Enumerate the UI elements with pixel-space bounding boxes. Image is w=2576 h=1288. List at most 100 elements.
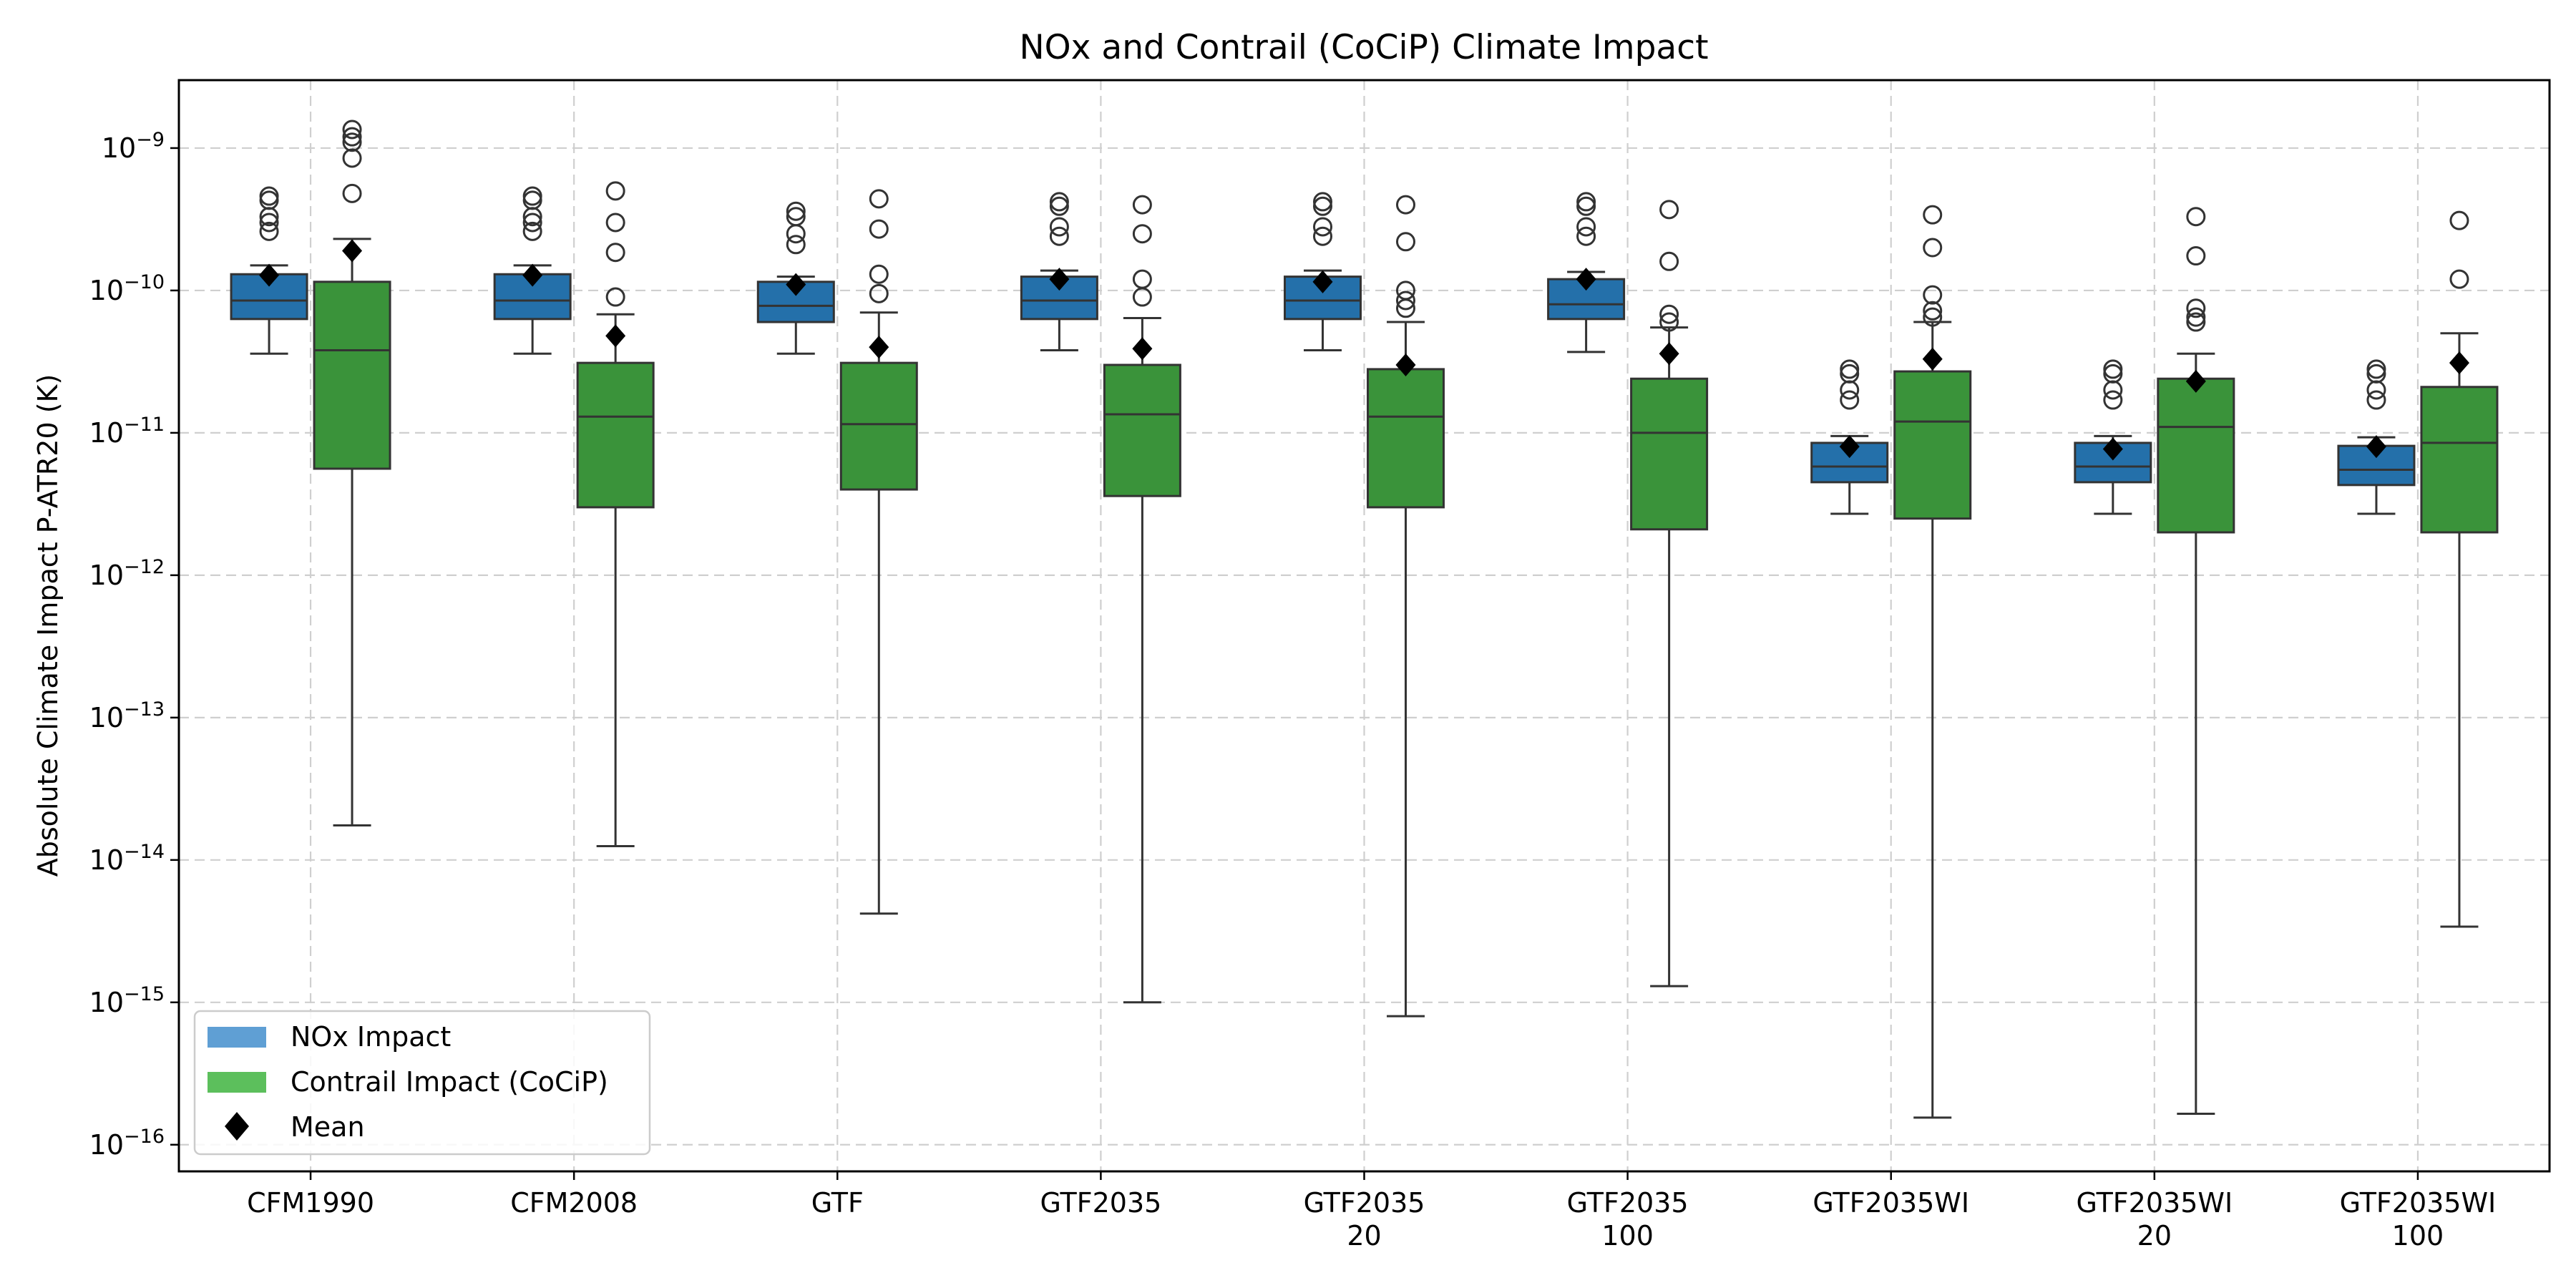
mean-marker [605, 324, 626, 348]
y-tick-label: 10−15 [89, 983, 165, 1018]
outlier-point [1313, 196, 1332, 216]
outlier-point [605, 213, 625, 233]
x-tick-label: GTF2035WI [1813, 1187, 1969, 1219]
box-group [1103, 195, 1181, 1004]
outlier-point [259, 221, 279, 241]
y-tick-label-base: 10 [89, 417, 124, 449]
y-tick-label-base: 10 [89, 987, 124, 1018]
x-tick-label: GTF2035 [1304, 1187, 1425, 1219]
legend: NOx Impact Contrail Impact (CoCiP) Mean [193, 1010, 651, 1156]
mean-marker [869, 336, 889, 359]
x-tick-label: CFM1990 [247, 1187, 374, 1219]
box-group [1810, 359, 1889, 515]
legend-label-contrail: Contrail Impact (CoCiP) [291, 1066, 608, 1098]
outlier-point [2366, 359, 2386, 379]
y-tick-label-base: 10 [89, 702, 124, 733]
box-group [1020, 192, 1098, 352]
outlier-point [259, 186, 279, 206]
outlier-point [1923, 238, 1943, 258]
box-group [1547, 192, 1626, 353]
outlier-point [1313, 226, 1332, 246]
outlier-point [259, 213, 279, 233]
y-tick-label-base: 10 [89, 275, 124, 306]
y-tick-label-exponent: −15 [124, 983, 165, 1005]
mean-marker [1312, 270, 1333, 293]
outlier-point [1132, 224, 1152, 244]
outlier-point [786, 207, 806, 227]
box-group [1367, 195, 1445, 1018]
box [1103, 364, 1181, 497]
box-plot-layer [230, 119, 2499, 1119]
y-axis-label: Absolute Climate Impact P-ATR20 (K) [32, 374, 64, 877]
outlier-point [1923, 301, 1943, 321]
mean-marker [522, 263, 543, 287]
outlier-point [869, 189, 889, 209]
mean-marker [1659, 342, 1679, 366]
x-tick-label: GTF2035 [1040, 1187, 1161, 1219]
x-tick-label: 20 [2137, 1220, 2172, 1252]
outlier-point [1049, 192, 1069, 212]
legend-label-nox: NOx Impact [291, 1021, 451, 1053]
outlier-point [869, 283, 889, 303]
y-tick-label-exponent: −11 [124, 414, 165, 436]
outlier-point [2366, 380, 2386, 400]
outlier-point [1659, 200, 1679, 220]
box [1367, 368, 1445, 509]
outlier-point [2366, 390, 2386, 410]
outlier-point [1840, 359, 1860, 379]
outlier-point [605, 287, 625, 307]
mean-marker [1839, 435, 1860, 459]
y-tick-label-exponent: −16 [124, 1126, 165, 1148]
box-group [2337, 359, 2416, 515]
box [1893, 370, 1972, 520]
legend-swatch-nox [208, 1027, 266, 1048]
outlier-point [2103, 390, 2123, 410]
legend-label-mean: Mean [291, 1111, 365, 1143]
mean-marker [2102, 437, 2123, 461]
box [2157, 377, 2235, 534]
outlier-point [2103, 359, 2123, 379]
mean-marker [1049, 268, 1070, 291]
outlier-point [342, 127, 362, 147]
x-tick-label: GTF2035 [1567, 1187, 1689, 1219]
outlier-point [1659, 304, 1679, 324]
outlier-point [869, 219, 889, 239]
outlier-point [2103, 364, 2123, 384]
outlier-point [1049, 226, 1069, 246]
outlier-point [2449, 210, 2469, 230]
outlier-point [2186, 298, 2206, 318]
y-tick-label: 10−12 [89, 556, 165, 591]
outlier-point [1132, 269, 1152, 289]
box-group [1893, 205, 1972, 1119]
outlier-point [786, 224, 806, 244]
mean-marker [1132, 337, 1153, 361]
y-tick-label: 10−14 [89, 841, 165, 876]
y-tick-label-exponent: −13 [124, 698, 165, 721]
outlier-point [2186, 307, 2206, 327]
x-tick-label: 100 [2392, 1220, 2444, 1252]
outlier-point [1132, 195, 1152, 215]
mean-marker [1576, 268, 1596, 291]
mean-marker [2366, 435, 2386, 459]
outlier-point [342, 183, 362, 203]
outlier-point [2103, 380, 2123, 400]
x-tick-label: 100 [1601, 1220, 1654, 1252]
legend-marker-mean [225, 1112, 249, 1141]
outlier-point [1576, 196, 1596, 216]
outlier-point [259, 190, 279, 210]
x-tick-label: 20 [1347, 1220, 1381, 1252]
outlier-point [342, 119, 362, 140]
outlier-point [1576, 226, 1596, 246]
outlier-point [342, 132, 362, 152]
box-group [493, 186, 572, 355]
y-tick-label-base: 10 [89, 560, 124, 591]
x-axis: CFM1990 CFM2008 GTF GTF2035 GTF203520GTF2035… [247, 1171, 2496, 1252]
outlier-point [2186, 246, 2206, 266]
box-group [313, 119, 391, 826]
outlier-point [1396, 291, 1415, 311]
outlier-point [1923, 307, 1943, 327]
outlier-point [2186, 207, 2206, 227]
y-tick-label: 10−10 [89, 271, 165, 306]
